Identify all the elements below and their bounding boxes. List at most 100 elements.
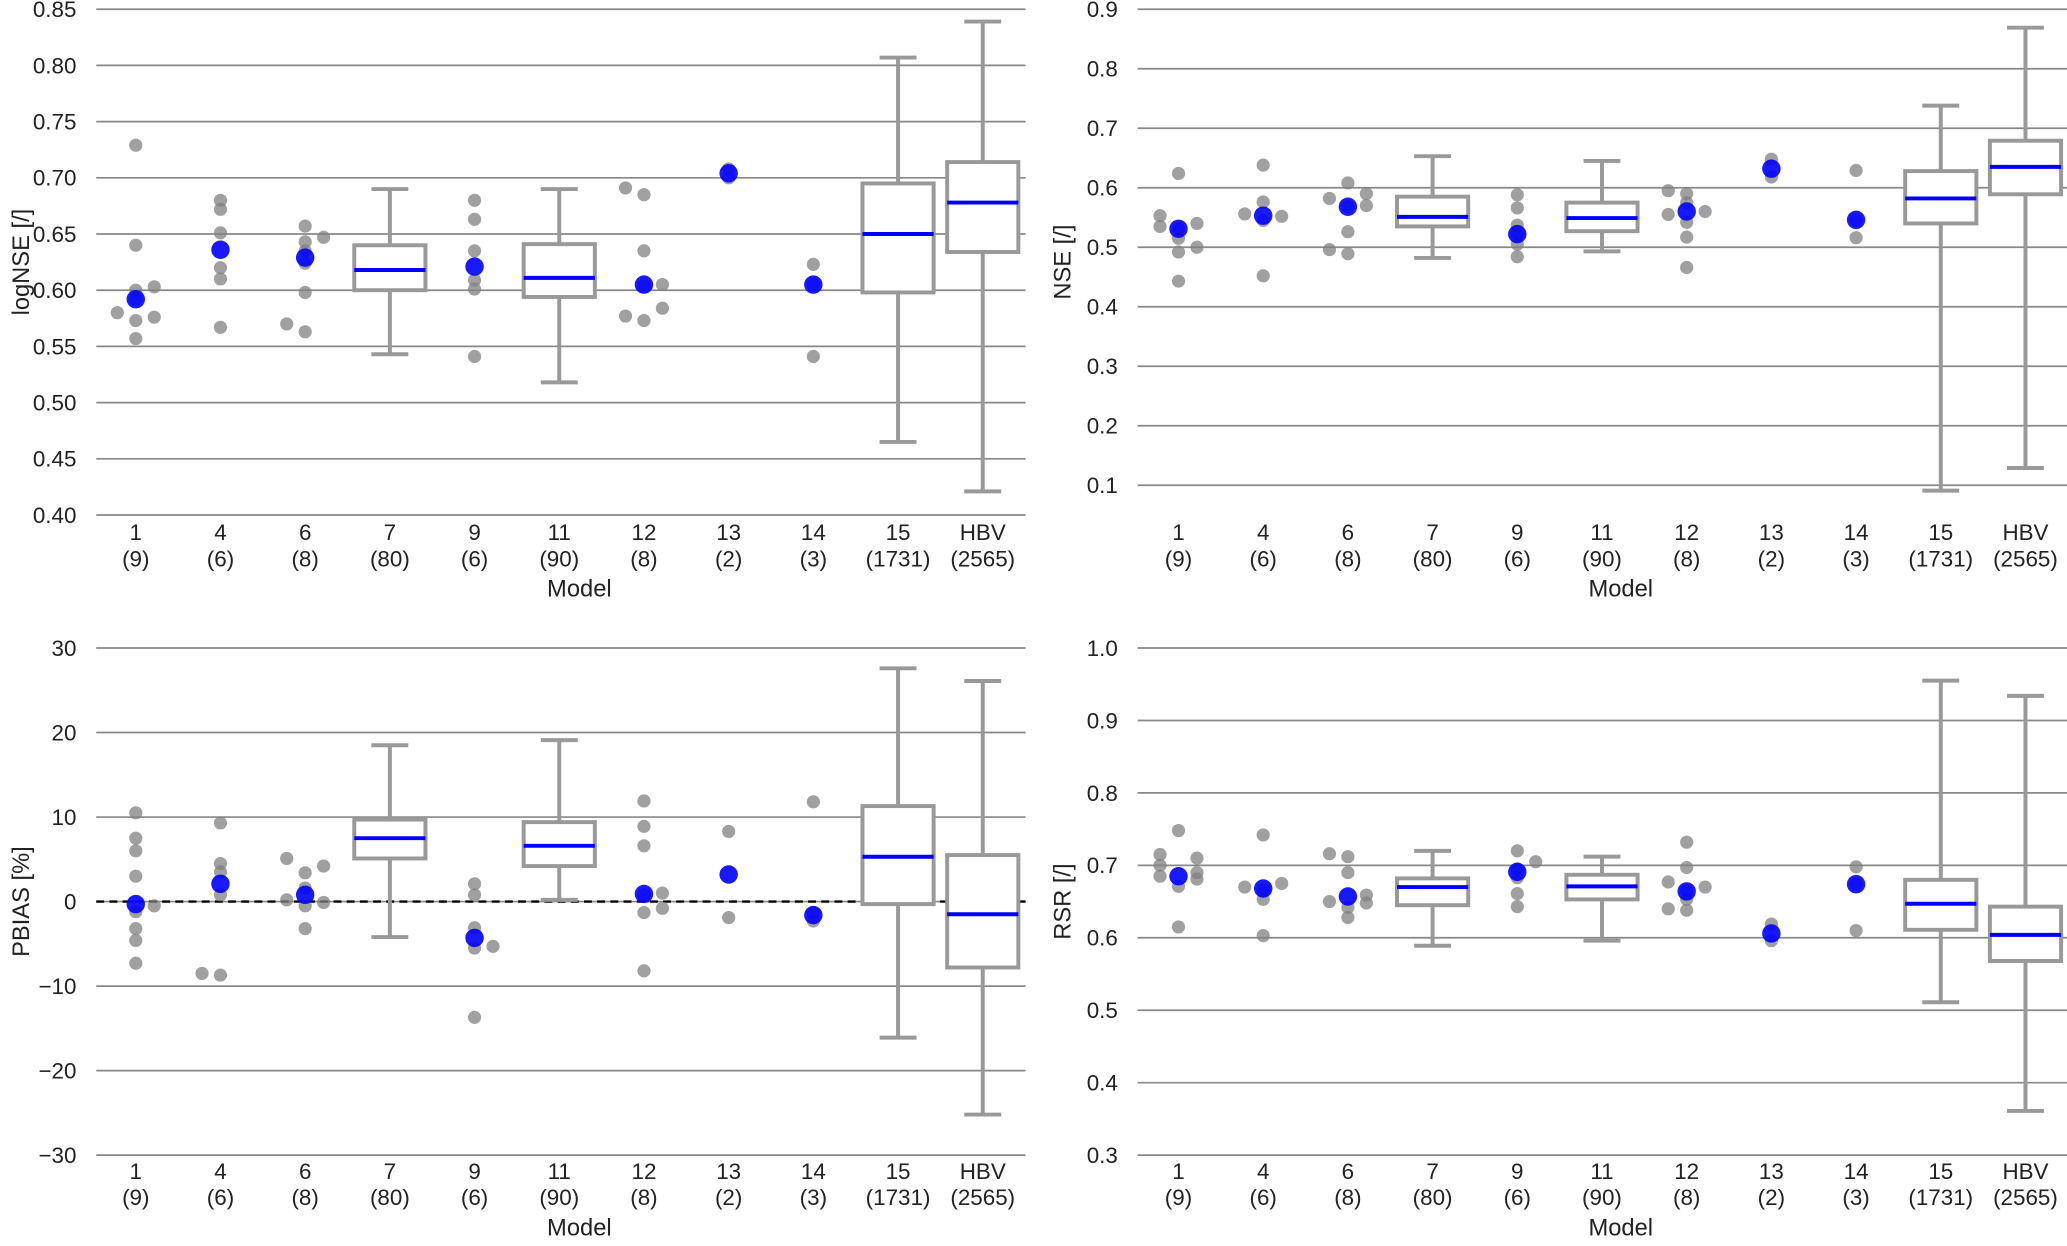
x-tick-label: 14: [1844, 520, 1869, 545]
x-tick-label: 1: [130, 1159, 142, 1184]
data-point: [655, 278, 670, 292]
x-tick-label: 12: [1674, 1159, 1699, 1184]
x-tick-count: (90): [1582, 1185, 1622, 1210]
x-tick-label: HBV: [960, 1159, 1006, 1184]
y-tick-label: 0.5: [1087, 998, 1118, 1023]
x-tick-count: (80): [370, 546, 410, 571]
data-point: [467, 273, 482, 287]
lognse-panel: 0.40 0.45 0.50 0.55 0.60 0.65 0.70 0.75 0.80 0.85…: [9, 0, 1026, 603]
boxplot-11: [1564, 854, 1640, 943]
data-point: [1256, 929, 1270, 943]
y-tick-label: −20: [38, 1059, 76, 1084]
mean-marker: [211, 874, 230, 894]
data-point: [1510, 188, 1524, 202]
y-tick-label: 0.60: [33, 278, 77, 303]
y-tick-label: 0.9: [1087, 708, 1118, 733]
x-tick-label: 4: [1257, 1159, 1269, 1184]
y-tick-label: 0.50: [33, 391, 77, 416]
y-tick-label: 0.8: [1087, 781, 1118, 806]
data-point: [129, 238, 143, 252]
data-point: [637, 839, 651, 853]
mean-marker: [634, 884, 654, 904]
y-axis-label: logNSE [/]: [9, 209, 35, 316]
data-point: [1510, 900, 1524, 914]
data-point: [1256, 269, 1270, 283]
y-tick-label: −30: [38, 1143, 76, 1168]
boxplot-HBV: [1987, 693, 2064, 1113]
y-tick-label: 0.4: [1087, 295, 1118, 320]
x-tick-label: 15: [886, 520, 911, 545]
data-point: [1341, 910, 1355, 925]
data-point: [280, 851, 294, 866]
x-tick-label: 12: [1674, 520, 1699, 545]
data-point: [1359, 187, 1373, 201]
y-tick-label: 0.8: [1087, 57, 1118, 82]
x-tick-label: 15: [1928, 520, 1953, 545]
data-point: [317, 895, 331, 910]
data-point: [1322, 894, 1337, 909]
data-point: [1661, 184, 1675, 198]
boxplot-7: [352, 743, 428, 940]
mean-marker: [465, 257, 484, 276]
y-tick-label: 0.5: [1087, 235, 1118, 260]
y-axis-label: NSE [/]: [1050, 225, 1076, 300]
x-tick-count: (3): [800, 1185, 827, 1210]
boxplot-7: [352, 187, 428, 357]
x-tick-label: 7: [1426, 1159, 1438, 1184]
data-point: [1359, 888, 1373, 902]
boxplot-7: [1395, 848, 1471, 948]
data-point: [1510, 887, 1524, 901]
iqr-box: [860, 181, 936, 295]
x-tick-count: (80): [1413, 1185, 1453, 1210]
data-point: [129, 806, 143, 820]
data-point: [1680, 230, 1694, 244]
data-point: [129, 313, 143, 328]
x-tick-label: 9: [468, 520, 480, 545]
data-point: [129, 956, 143, 970]
data-point: [147, 280, 161, 294]
x-tick-count: (6): [1504, 1185, 1531, 1210]
y-tick-label: 0.45: [33, 447, 77, 472]
data-point: [1680, 187, 1694, 201]
data-point: [637, 794, 651, 808]
data-point: [1510, 201, 1524, 215]
mean-marker: [1338, 887, 1358, 906]
mean-marker: [1677, 202, 1696, 221]
x-tick-count: (3): [1842, 1185, 1869, 1210]
data-point: [298, 922, 312, 936]
data-point: [1171, 274, 1186, 288]
x-tick-count: (9): [122, 546, 149, 571]
data-point: [129, 933, 143, 948]
x-tick-count: (9): [1165, 1185, 1192, 1210]
x-tick-count: (2): [1758, 1185, 1785, 1210]
x-tick-label: 13: [1759, 520, 1784, 545]
boxplot-7: [1395, 154, 1471, 260]
data-point: [129, 922, 143, 936]
x-tick-count: (80): [1413, 546, 1453, 571]
y-tick-label: 20: [52, 720, 77, 745]
mean-marker: [634, 275, 654, 294]
mean-marker: [1762, 924, 1781, 943]
x-axis-label: Model: [547, 1215, 612, 1241]
data-point: [637, 244, 651, 258]
data-point: [298, 866, 312, 880]
data-point: [1661, 902, 1675, 916]
data-point: [1275, 876, 1289, 891]
data-point: [213, 968, 228, 982]
data-point: [722, 911, 736, 925]
x-tick-label: 7: [384, 520, 396, 545]
data-point: [1849, 860, 1863, 874]
x-tick-count: (2): [715, 546, 742, 571]
data-point: [1849, 923, 1863, 938]
x-tick-count: (3): [1842, 546, 1869, 571]
data-point: [637, 313, 651, 328]
data-point: [1190, 216, 1204, 231]
x-tick-label: 13: [1759, 1159, 1784, 1184]
x-tick-count: (8): [1334, 546, 1361, 571]
y-tick-label: 0.6: [1087, 176, 1118, 201]
x-tick-count: (6): [1250, 1185, 1277, 1210]
y-tick-label: 0.7: [1087, 116, 1118, 141]
data-point: [1256, 195, 1270, 209]
